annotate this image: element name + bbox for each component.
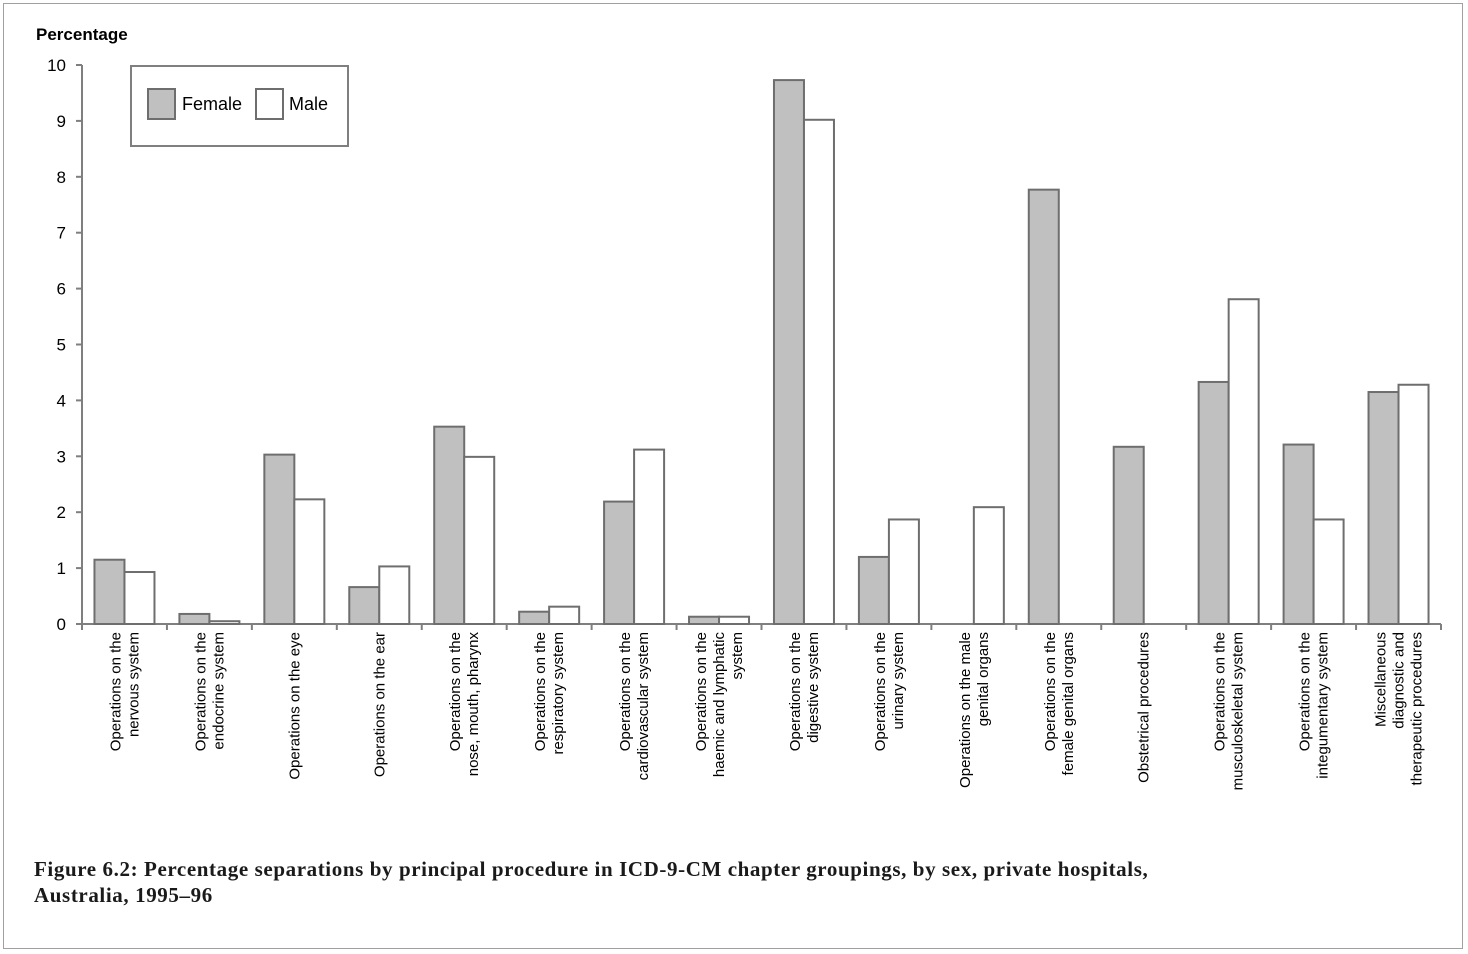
- x-tick-label: Operations on the cardiovascular system: [617, 632, 652, 780]
- x-tick-label: Operations on the female genital organs: [1042, 632, 1077, 775]
- x-tick-label: Obstetrical procedures: [1136, 632, 1153, 783]
- x-tick-label-line: Operations on the: [693, 632, 710, 751]
- x-tick-label: Operations on the endocrine system: [192, 632, 227, 751]
- x-tick-label-line: Operations on the: [532, 632, 549, 751]
- bar-female-15: [1282, 443, 1315, 625]
- legend-label-male: Male: [289, 94, 328, 114]
- x-tick-label-line: digestive system: [805, 632, 822, 743]
- bar-female-8: [688, 615, 721, 625]
- x-tick-label-line: Operations on the: [617, 632, 634, 751]
- x-tick-label-line: urinary system: [890, 632, 907, 730]
- bar-female-16: [1367, 391, 1400, 626]
- bar-male-10: [887, 518, 920, 625]
- y-axis-label: Percentage: [36, 25, 128, 44]
- x-tick-label-line: Operations on the ear: [371, 632, 388, 777]
- bar-female-12: [1027, 188, 1060, 625]
- bar-male-1: [123, 571, 156, 625]
- x-tick-label-line: Operations on the: [192, 632, 209, 751]
- bar-female-14: [1197, 380, 1230, 625]
- bar-female-7: [603, 500, 636, 626]
- x-tick-label-line: Miscellaneous: [1373, 632, 1390, 727]
- bar-male-11: [972, 506, 1005, 626]
- bar-female-6: [518, 610, 551, 626]
- bar-female-10: [857, 555, 890, 625]
- x-tick-label: Operations on the eye: [286, 632, 303, 780]
- y-tick-label: 10: [47, 56, 66, 75]
- x-tick-label: Operations on the male genital organs: [957, 632, 992, 788]
- x-tick-label-line: cardiovascular system: [635, 632, 652, 780]
- bars: [93, 79, 1430, 626]
- x-tick-label: Operations on the integumentary system: [1297, 632, 1332, 779]
- bar-female-9: [772, 79, 805, 625]
- bar-male-3: [293, 498, 326, 625]
- x-tick-label-line: diagnostic and: [1391, 632, 1408, 729]
- y-tick-label: 3: [57, 447, 66, 466]
- x-tick-label-line: respiratory system: [550, 632, 567, 755]
- y-tick-label: 4: [57, 391, 66, 410]
- bar-male-7: [633, 448, 666, 626]
- bar-female-2: [178, 612, 211, 625]
- bar-female-4: [348, 586, 381, 626]
- bar-female-13: [1112, 445, 1145, 625]
- bar-male-5: [463, 455, 496, 626]
- bar-female-1: [93, 558, 126, 626]
- legend: Female Male: [130, 65, 349, 147]
- x-tick-label-line: Obstetrical procedures: [1136, 632, 1153, 783]
- x-tick-label-line: therapeutic procedures: [1409, 632, 1426, 785]
- legend-swatch-female: [147, 88, 176, 120]
- bar-male-2: [208, 620, 241, 626]
- x-tick-label-line: integumentary system: [1315, 632, 1332, 779]
- y-tick-label: 5: [57, 336, 66, 355]
- x-tick-label-line: nose, mouth, pharynx: [465, 632, 482, 777]
- x-tick-label: Miscellaneous diagnostic and therapeutic p…: [1373, 632, 1426, 785]
- x-tick-label-line: genital organs: [975, 632, 992, 726]
- bar-female-3: [263, 453, 296, 625]
- bar-male-16: [1397, 383, 1430, 625]
- x-axis-tick-labels: Operations on the nervous system Operation…: [107, 632, 1425, 791]
- x-tick-label-line: haemic and lymphatic: [711, 632, 728, 778]
- x-tick-label: Operations on the musculoskeletal system: [1212, 632, 1247, 790]
- bar-male-4: [378, 565, 411, 625]
- x-tick-label-line: Operations on the: [872, 632, 889, 751]
- x-tick-label-line: Operations on the: [1212, 632, 1229, 751]
- x-tick-label-line: female genital organs: [1060, 632, 1077, 775]
- x-tick-label-line: Operations on the: [107, 632, 124, 751]
- x-tick-label: Operations on the ear: [371, 632, 388, 777]
- x-tick-label-line: musculoskeletal system: [1230, 632, 1247, 790]
- x-tick-label-line: endocrine system: [210, 632, 227, 750]
- y-tick-label: 2: [57, 503, 66, 522]
- y-tick-label: 8: [57, 168, 66, 187]
- bar-male-8: [718, 615, 751, 625]
- x-tick-label-line: Operations on the: [447, 632, 464, 751]
- x-tick-label: Operations on the respiratory system: [532, 632, 567, 755]
- x-tick-label: Operations on the digestive system: [787, 632, 822, 751]
- bar-male-9: [802, 118, 835, 625]
- bar-male-14: [1227, 298, 1260, 625]
- y-tick-label: 7: [57, 224, 66, 243]
- figure-caption: Figure 6.2: Percentage separations by pr…: [34, 857, 1149, 907]
- x-tick-label-line: Operations on the: [1297, 632, 1314, 751]
- bar-female-5: [433, 425, 466, 625]
- x-tick-label-line: Operations on the: [787, 632, 804, 751]
- y-tick-label: 6: [57, 280, 66, 299]
- x-tick-label-line: system: [729, 632, 746, 680]
- x-tick-label: Operations on the nervous system: [107, 632, 142, 751]
- x-tick-label: Operations on the haemic and lymphatic sys…: [693, 632, 746, 778]
- y-tick-label: 9: [57, 112, 66, 131]
- x-tick-label-line: nervous system: [125, 632, 142, 737]
- legend-label-female: Female: [182, 94, 242, 114]
- legend-swatch-male: [255, 88, 284, 120]
- bar-male-6: [548, 605, 581, 626]
- y-tick-label: 1: [57, 559, 66, 578]
- x-tick-label-line: Operations on the: [1042, 632, 1059, 751]
- x-tick-label: Operations on the nose, mouth, pharynx: [447, 632, 482, 777]
- bar-male-15: [1312, 518, 1345, 625]
- x-tick-label-line: Operations on the male: [957, 632, 974, 788]
- y-tick-label: 0: [57, 615, 66, 634]
- x-tick-label-line: Operations on the eye: [286, 632, 303, 780]
- x-tick-label: Operations on the urinary system: [872, 632, 907, 751]
